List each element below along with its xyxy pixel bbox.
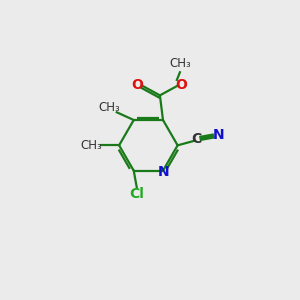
Text: Cl: Cl	[129, 187, 144, 201]
Text: C: C	[191, 132, 201, 146]
Text: N: N	[213, 128, 224, 142]
Text: CH₃: CH₃	[80, 139, 102, 152]
Text: O: O	[176, 78, 188, 92]
Text: N: N	[158, 165, 170, 179]
Text: CH₃: CH₃	[98, 101, 120, 114]
Text: CH₃: CH₃	[169, 56, 191, 70]
Text: O: O	[132, 78, 143, 92]
